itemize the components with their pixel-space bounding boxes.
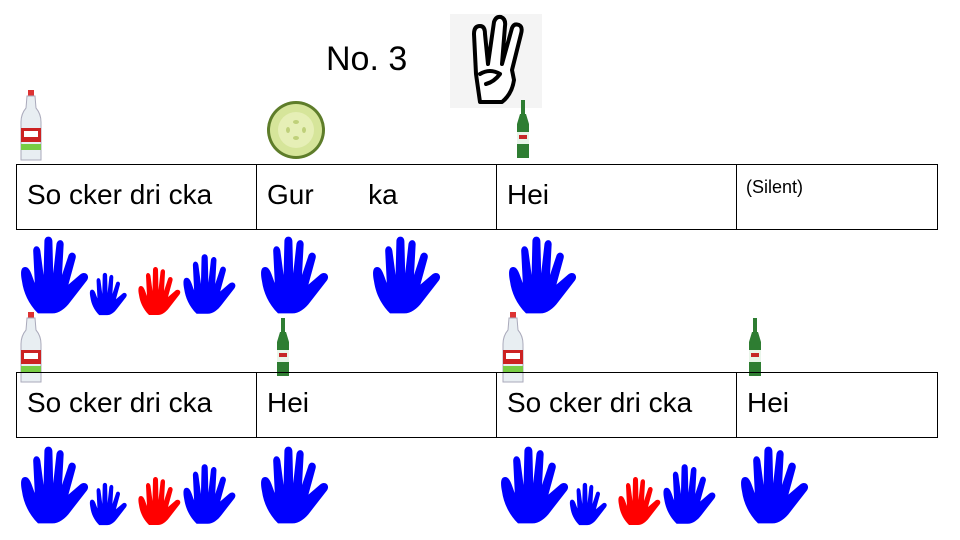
blue-hand-icon xyxy=(663,464,716,524)
red-hand-icon xyxy=(138,267,181,315)
syllable-cell: So cker dri cka xyxy=(16,164,256,230)
green-beer-bottle-icon xyxy=(517,100,529,158)
blue-hand-icon xyxy=(89,482,127,526)
green-beer-bottle-icon xyxy=(277,318,289,376)
sparkling-water-bottle-icon xyxy=(502,312,524,383)
blue-hand-icon xyxy=(569,482,607,526)
syllable-cell: Gur ka xyxy=(256,164,496,230)
syllable-cell: So cker dri cka xyxy=(16,372,256,438)
syllable-cell: Hei xyxy=(256,372,496,438)
sparkling-water-bottle-icon xyxy=(20,90,42,161)
blue-hand-icon xyxy=(183,254,236,314)
page-title: No. 3 xyxy=(326,40,408,78)
red-hand-icon xyxy=(138,477,181,525)
blue-hand-icon xyxy=(501,446,569,524)
blue-hand-icon xyxy=(261,236,329,314)
sparkling-water-bottle-icon xyxy=(20,312,42,383)
blue-hand-icon xyxy=(89,272,127,316)
three-fingers-hand-icon xyxy=(450,14,542,108)
blue-hand-icon xyxy=(509,236,577,314)
syllable-cell: Hei xyxy=(736,372,938,438)
syllable-cell: So cker dri cka xyxy=(496,372,736,438)
blue-hand-icon xyxy=(21,236,89,314)
syllable-row-1: So cker dri cka Gur ka Hei (Silent) xyxy=(16,164,938,230)
blue-hand-icon xyxy=(741,446,809,524)
blue-hand-icon xyxy=(373,236,441,314)
red-hand-icon xyxy=(618,477,661,525)
blue-hand-icon xyxy=(183,464,236,524)
blue-hand-icon xyxy=(21,446,89,524)
syllable-cell: Hei xyxy=(496,164,736,230)
cucumber-slice-icon xyxy=(267,101,325,159)
green-beer-bottle-icon xyxy=(749,318,761,376)
silent-cell: (Silent) xyxy=(736,164,938,230)
syllable-row-2: So cker dri cka Hei So cker dri cka Hei xyxy=(16,372,938,438)
blue-hand-icon xyxy=(261,446,329,524)
